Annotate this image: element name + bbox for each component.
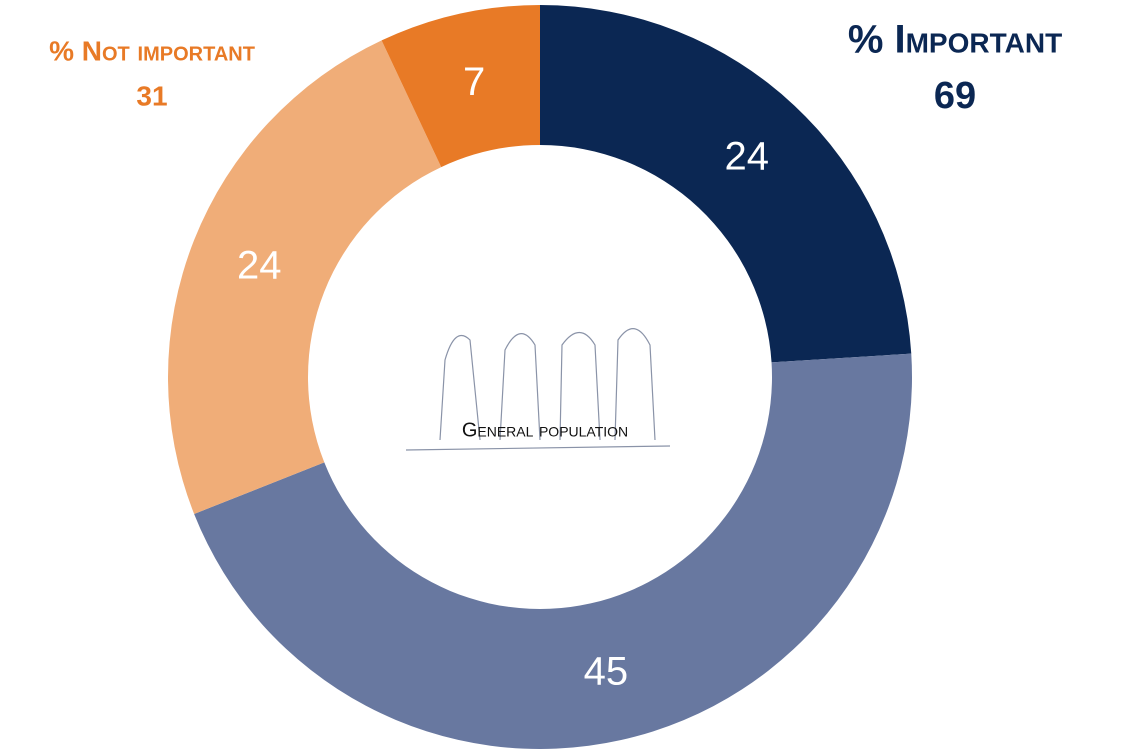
annotation-value: 31 xyxy=(136,80,167,111)
data-label: 24 xyxy=(724,134,769,178)
annotation-value: 69 xyxy=(934,75,976,117)
sketch-ground xyxy=(406,446,670,450)
donut-slice xyxy=(168,40,441,514)
data-label: 45 xyxy=(584,649,629,693)
annotation-title: % Important xyxy=(848,18,1062,62)
center-label: General population xyxy=(462,419,628,441)
data-label: 7 xyxy=(463,60,485,104)
chart: General population % Important 69 % Not … xyxy=(0,0,1121,749)
data-label: 24 xyxy=(237,243,282,287)
annotation-title: % Not important xyxy=(49,35,255,66)
